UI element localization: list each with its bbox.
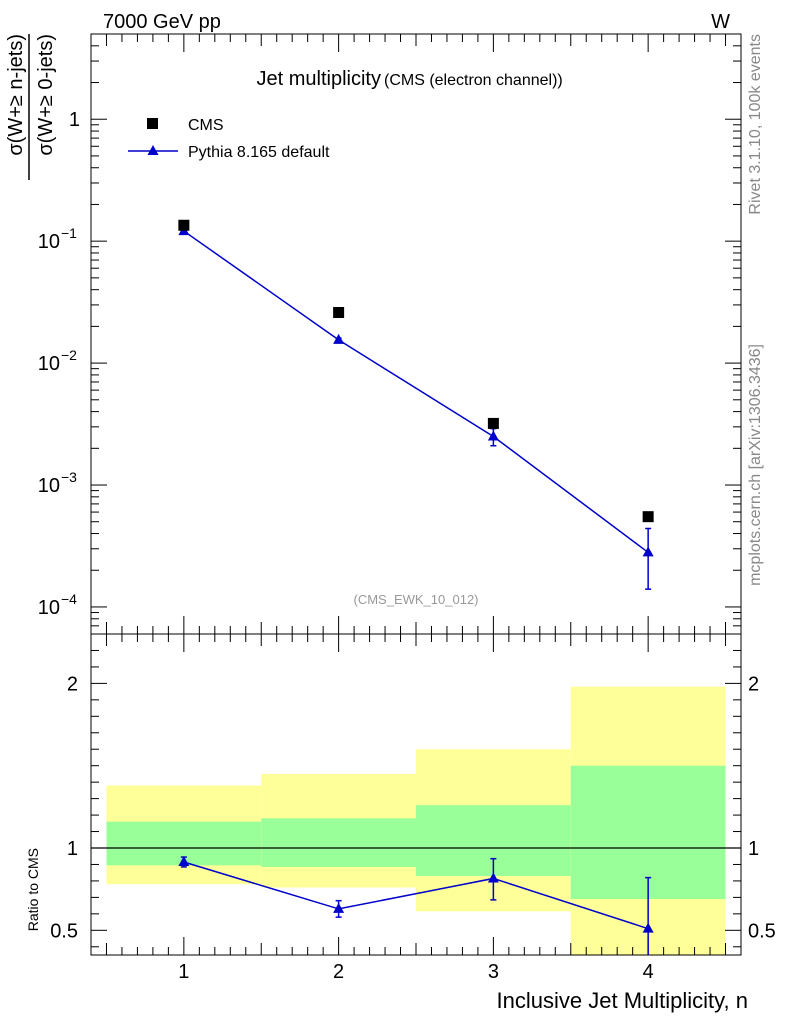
legend-pythia-label: Pythia 8.165 default — [188, 144, 330, 161]
mcplots-label: mcplots.cern.ch [arXiv:1306.3436] — [747, 344, 764, 586]
x-tick-label: 4 — [643, 961, 654, 983]
analysis-watermark: (CMS_EWK_10_012) — [354, 592, 479, 607]
legend-cms-label: CMS — [188, 117, 224, 134]
x-tick-label: 2 — [333, 961, 344, 983]
cms-point — [487, 417, 499, 429]
ratio-ytick-label-right: 1 — [748, 838, 759, 860]
main-subtitle: (CMS (electron channel)) — [384, 72, 563, 89]
main-ytick-exponent: −1 — [61, 225, 77, 241]
ratio-pythia-line — [183, 861, 649, 930]
main-title: Jet multiplicity — [257, 68, 381, 90]
ratio-ytick-label-right: 2 — [748, 673, 759, 695]
main-title-text: Jet multiplicity — [257, 68, 381, 90]
header-energy-label: 7000 GeV pp — [103, 11, 221, 33]
ratio-pythia-point — [642, 922, 654, 933]
header-process-label: W — [711, 11, 730, 33]
main-ytick-label: 10 — [38, 231, 60, 253]
legend-pythia-marker — [147, 145, 159, 155]
rivet-version-label: Rivet 3.1.10, 100k events — [747, 34, 764, 215]
pythia-line — [183, 230, 649, 554]
x-axis-label: Inclusive Jet Multiplicity, n — [497, 988, 748, 1013]
main-ytick-exponent: −4 — [61, 591, 77, 607]
main-ylabel-numerator: σ(W+≥ n-jets) — [5, 34, 27, 156]
main-ytick-exponent: −2 — [61, 347, 77, 363]
ratio-pythia-point — [333, 902, 345, 913]
main-ylabel: σ(W+≥ n-jets) σ(W+≥ 0-jets) — [5, 34, 57, 180]
ratio-green-band-2 — [261, 818, 416, 867]
legend-cms-marker — [147, 118, 158, 129]
main-ylabel-denominator: σ(W+≥ 0-jets) — [35, 34, 57, 156]
cms-point — [642, 511, 654, 523]
cms-point — [333, 306, 345, 318]
legend: CMS Pythia 8.165 default — [128, 117, 330, 161]
ratio-ylabel: Ratio to CMS — [25, 848, 41, 931]
ratio-pythia-point — [487, 872, 499, 883]
main-ytick-label: 10 — [38, 353, 60, 375]
ratio-green-band-4 — [570, 765, 726, 900]
ratio-ytick-label-left: 1 — [67, 838, 78, 860]
ratio-ytick-label-left: 0.5 — [50, 920, 78, 942]
main-ytick-label: 10 — [38, 475, 60, 497]
cms-point — [178, 219, 190, 231]
ratio-pythia-point — [178, 855, 190, 866]
ratio-ytick-label-right: 0.5 — [748, 920, 776, 942]
pythia-point — [642, 546, 654, 557]
main-ytick-exponent: −3 — [61, 469, 77, 485]
pythia-point — [487, 430, 499, 441]
main-ytick-label: 1 — [69, 109, 80, 131]
x-tick-label: 1 — [178, 961, 189, 983]
pythia-point — [333, 333, 345, 344]
ratio-ytick-label-left: 2 — [67, 673, 78, 695]
x-tick-label: 3 — [488, 961, 499, 983]
main-ytick-label: 10 — [38, 597, 60, 619]
